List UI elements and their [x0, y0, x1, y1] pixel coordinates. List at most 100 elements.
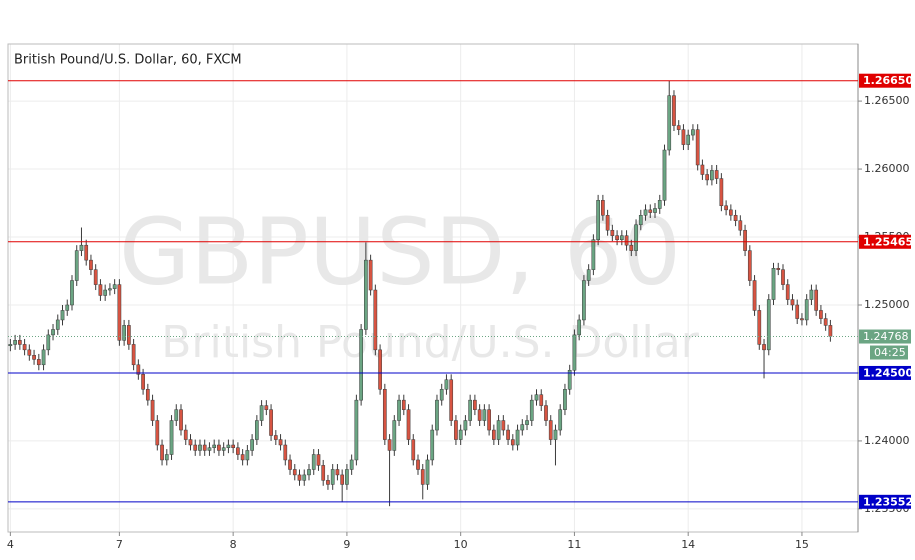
candle-body — [212, 444, 217, 448]
y-tick-label: 1.24000 — [864, 434, 910, 447]
candle-body — [359, 329, 363, 401]
candle-body — [567, 369, 572, 390]
candle-body — [629, 244, 634, 251]
y-tick-label: 1.26000 — [864, 162, 910, 175]
x-tick-label: 15 — [795, 538, 809, 551]
candle-body — [515, 429, 520, 446]
candle-body — [292, 469, 297, 476]
candle-body — [122, 325, 126, 341]
candle-body — [179, 409, 183, 431]
candle-body — [657, 200, 662, 209]
candle-body — [13, 340, 17, 345]
candle-body — [141, 374, 145, 390]
candle-body — [117, 284, 122, 341]
candle-body — [41, 349, 46, 366]
candle-body — [297, 474, 302, 481]
candle-body — [520, 424, 525, 431]
candle-body — [221, 447, 226, 451]
candle-body — [591, 239, 596, 270]
candle-body — [643, 209, 648, 216]
candle-body — [108, 288, 112, 291]
y-tick-label: 1.26500 — [864, 94, 910, 107]
candle-body — [638, 215, 643, 226]
candle-body — [65, 304, 70, 311]
candle-body — [686, 134, 691, 145]
candle-body — [463, 420, 468, 431]
candle-body — [729, 209, 733, 216]
candle-body — [145, 389, 150, 401]
candle-body — [496, 420, 501, 440]
candle-body — [79, 244, 84, 251]
candle-body — [785, 284, 790, 300]
candle-body — [164, 454, 169, 461]
candle-body — [601, 200, 605, 216]
candle-body — [240, 454, 245, 461]
candle-body — [51, 329, 55, 336]
last-price-box — [859, 329, 911, 344]
candle-body — [193, 444, 198, 451]
candle-body — [695, 129, 700, 166]
candle-body — [345, 469, 349, 485]
candle-body — [55, 319, 60, 330]
candle-body — [510, 439, 515, 446]
countdown-box — [870, 345, 908, 360]
candle-body — [596, 200, 600, 240]
candle-body — [335, 469, 340, 476]
candle-body — [349, 459, 354, 470]
y-tick-label: 1.25000 — [864, 298, 910, 311]
last-price-label: 1.24768 — [863, 330, 909, 343]
candle-body — [529, 399, 534, 421]
candle-body — [340, 474, 345, 485]
candle-body — [368, 259, 373, 291]
candle-body — [169, 420, 174, 455]
x-tick-label: 4 — [7, 538, 14, 551]
level-label-box — [859, 234, 911, 249]
level-label: 1.25465 — [863, 235, 913, 248]
candle-body — [800, 318, 804, 321]
candle-body — [93, 269, 98, 285]
candle-body — [477, 409, 482, 421]
candle-body — [819, 310, 823, 319]
candle-body — [302, 474, 307, 481]
level-label: 1.26650 — [863, 74, 913, 87]
candle-body — [174, 409, 179, 421]
candle-body — [98, 284, 103, 296]
candle-body — [795, 304, 800, 319]
candle-body — [150, 399, 155, 421]
candle-body — [74, 250, 79, 281]
candle-body — [691, 129, 695, 136]
candle-body — [18, 340, 22, 345]
candle-body — [648, 209, 653, 213]
candle-body — [382, 389, 387, 440]
candle-body — [586, 269, 591, 281]
candle-body — [8, 344, 13, 347]
candle-body — [60, 310, 65, 321]
candle-body — [231, 444, 236, 448]
candle-body — [416, 459, 420, 470]
watermark-symbol: GBPUSD, 60 — [119, 198, 681, 305]
watermark: GBPUSD, 60 British Pound/U.S. Dollar — [119, 198, 700, 368]
candle-body — [624, 235, 629, 246]
candle-body — [397, 399, 401, 421]
candle-body — [487, 409, 491, 431]
candle-body — [468, 399, 472, 421]
candle-body — [32, 355, 36, 360]
candle-body — [809, 289, 814, 300]
candle-body — [330, 469, 335, 485]
candle-body — [705, 174, 709, 181]
candle-body — [425, 459, 430, 485]
candle-body — [259, 405, 264, 421]
candle-body — [202, 444, 207, 451]
candle-body — [112, 284, 117, 289]
candle-body — [250, 439, 254, 451]
candle-body — [449, 379, 454, 421]
candle-body — [27, 349, 32, 356]
candle-body — [269, 409, 273, 436]
candle-body — [406, 409, 411, 440]
candle-body — [553, 429, 558, 440]
candle-body — [444, 379, 449, 390]
candle-body — [435, 399, 439, 431]
candle-body — [558, 409, 563, 431]
candle-body — [473, 399, 477, 410]
